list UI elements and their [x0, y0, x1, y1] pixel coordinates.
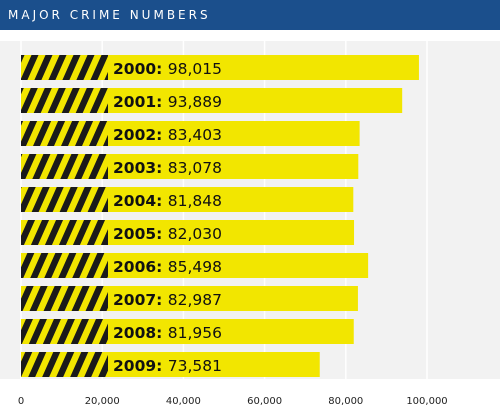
bar-value: 83,403 [168, 126, 222, 144]
bar-label-2004: 2004: 81,848 [113, 192, 222, 210]
hazard-stripe-2005 [21, 220, 108, 245]
bar-label-2002: 2002: 83,403 [113, 126, 222, 144]
chart-header: MAJOR CRIME NUMBERS [0, 0, 500, 30]
bar-value: 82,987 [168, 291, 222, 309]
bar-label-2009: 2009: 73,581 [113, 357, 222, 375]
x-tick-label: 40,000 [166, 396, 201, 407]
hazard-stripe-2004 [21, 187, 108, 212]
hazard-stripe-2006 [21, 253, 108, 278]
bar-year: 2007 [113, 291, 156, 309]
hazard-stripe-2007 [21, 286, 108, 311]
bar-labels: 2000: 98,015 2001: 93,889 2002: 83,403 2003… [113, 60, 222, 375]
bar-year: 2003 [113, 159, 156, 177]
x-tick-label: 20,000 [85, 396, 120, 407]
bar-value: 83,078 [168, 159, 222, 177]
bar-label-2005: 2005: 82,030 [113, 225, 222, 243]
bar-value: 81,848 [168, 192, 222, 210]
x-tick-label: 0 [18, 396, 24, 407]
hazard-stripe-2008 [21, 319, 108, 344]
bar-label-2007: 2007: 82,987 [113, 291, 222, 309]
bar-label-2001: 2001: 93,889 [113, 93, 222, 111]
bar-value: 93,889 [168, 93, 222, 111]
x-tick-label: 60,000 [247, 396, 282, 407]
bar-year: 2002 [113, 126, 156, 144]
hazard-stripe-2000 [21, 55, 108, 80]
bar-label-2008: 2008: 81,956 [113, 324, 222, 342]
chart-title: MAJOR CRIME NUMBERS [8, 8, 211, 22]
bar-label-2003: 2003: 83,078 [113, 159, 222, 177]
hazard-stripe-2003 [21, 154, 108, 179]
bar-value: 82,030 [168, 225, 222, 243]
bars [21, 55, 419, 377]
bar-year: 2004 [113, 192, 156, 210]
bar-value: 73,581 [168, 357, 222, 375]
bar-value: 85,498 [168, 258, 222, 276]
bar-year: 2008 [113, 324, 156, 342]
bar-label-2000: 2000: 98,015 [113, 60, 222, 78]
x-tick-label: 80,000 [328, 396, 363, 407]
bar-year: 2001 [113, 93, 156, 111]
bar-year: 2009 [113, 357, 156, 375]
x-tick-label: 100,000 [406, 396, 447, 407]
x-axis-ticks: 0 20,000 40,000 60,000 80,000 100,000 [18, 396, 448, 407]
hazard-stripe-2002 [21, 121, 108, 146]
bar-value: 98,015 [168, 60, 222, 78]
bar-value: 81,956 [168, 324, 222, 342]
bar-year: 2000 [113, 60, 156, 78]
bar-year: 2006 [113, 258, 156, 276]
bar-year: 2005 [113, 225, 156, 243]
hazard-stripe-2009 [21, 352, 108, 377]
bar-label-2006: 2006: 85,498 [113, 258, 222, 276]
hazard-stripe-2001 [21, 88, 108, 113]
